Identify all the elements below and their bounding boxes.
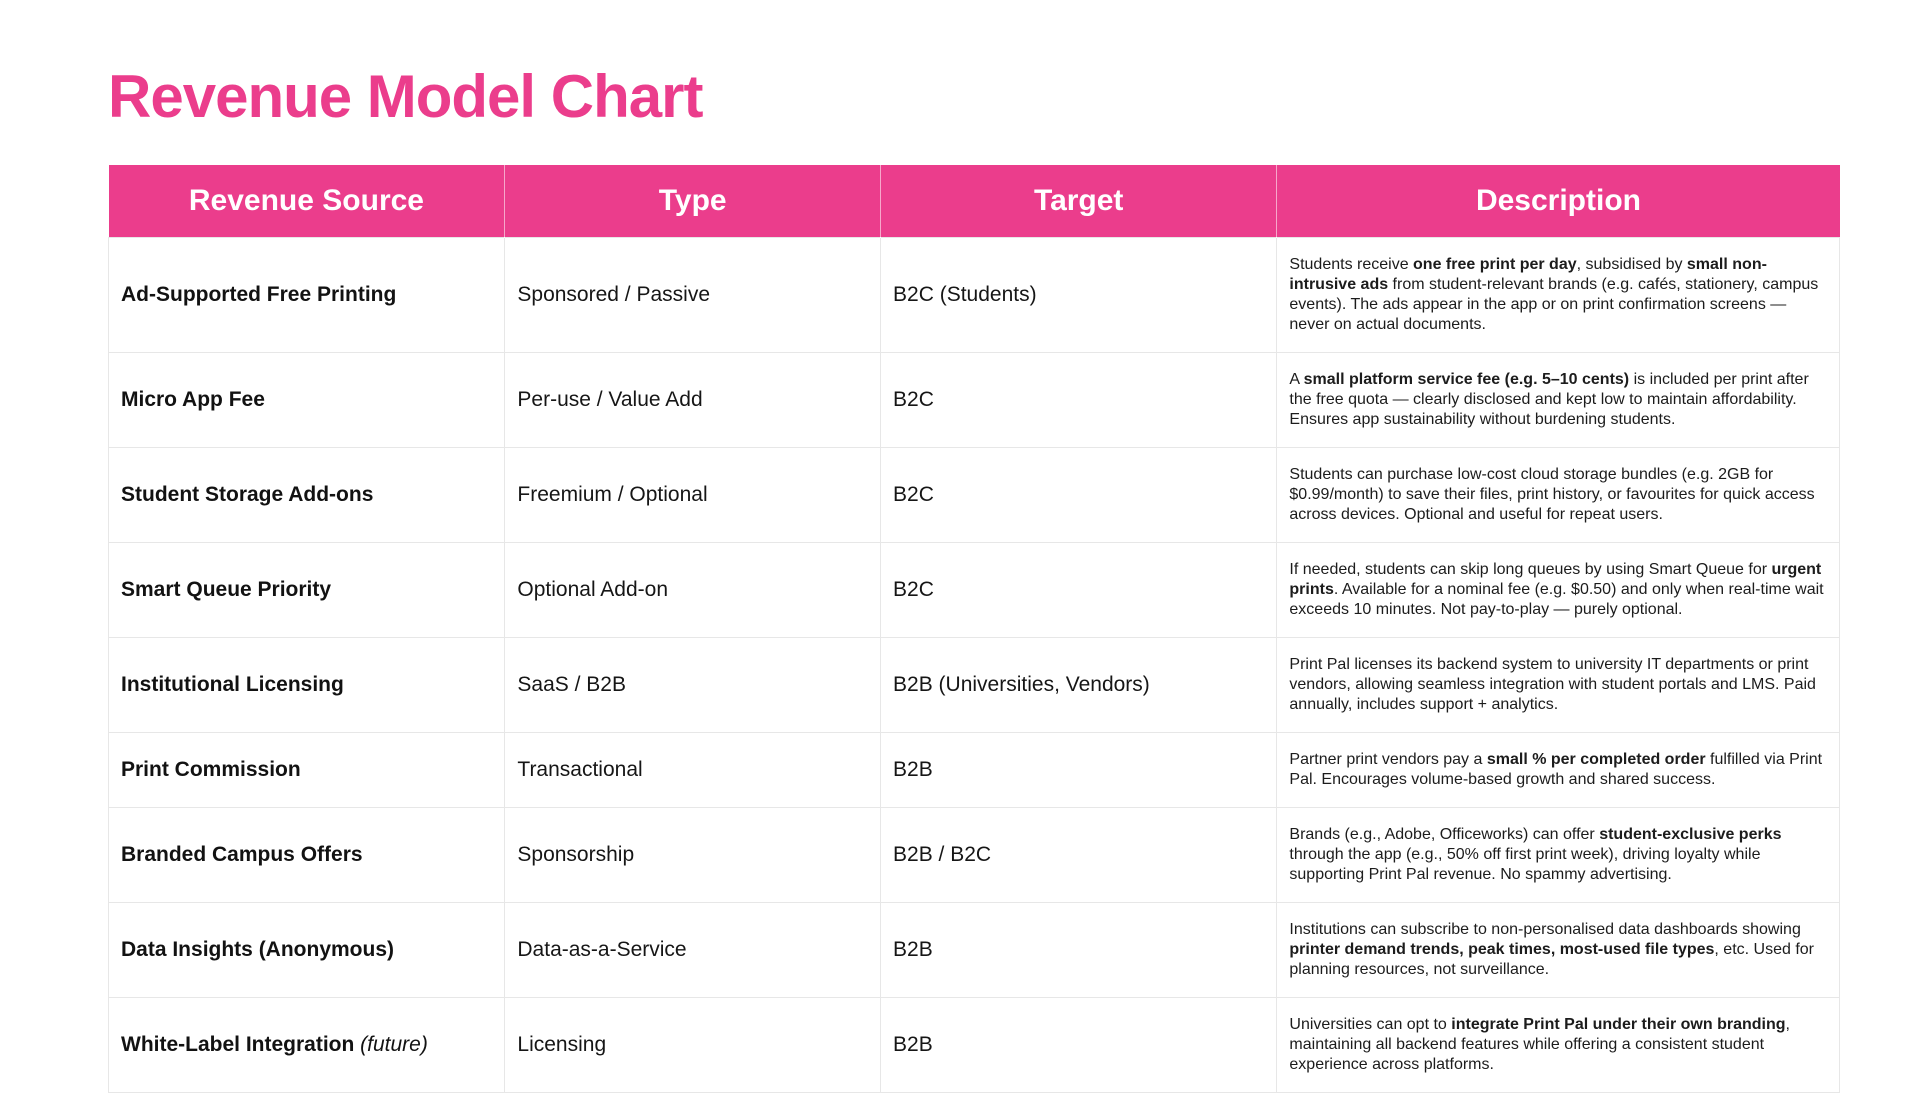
table-row: Print Commission Transactional B2B Partner … [107,731,1840,808]
target-cell: B2B (Universities, Vendors) [880,636,1278,733]
revenue-model-table: Revenue Source Type Target Description A… [107,165,1840,1093]
column-header-type: Type [504,165,881,237]
revenue-source-name: Micro App Fee [121,387,265,411]
target-cell: B2B [880,731,1278,808]
revenue-source-name: Smart Queue Priority [121,577,332,601]
column-header-revenue-source: Revenue Source [108,165,505,237]
description-cell: Institutions can subscribe to non-person… [1276,901,1840,998]
type-cell: Sponsored / Passive [504,236,882,353]
type-cell: Licensing [504,996,882,1093]
revenue-source-name: White-Label Integration [121,1032,355,1056]
revenue-source-name: Ad-Supported Free Printing [121,282,397,306]
table-header-row: Revenue Source Type Target Description [108,165,1840,237]
type-cell: Transactional [504,731,882,808]
type-cell: Freemium / Optional [504,446,882,543]
description-cell: Students can purchase low-cost cloud sto… [1276,446,1840,543]
table-row: White-Label Integration (future) Licensin… [107,996,1840,1093]
revenue-source-cell: Ad-Supported Free Printing [107,236,506,353]
column-header-description: Description [1276,165,1840,237]
revenue-source-name: Institutional Licensing [121,672,344,696]
revenue-source-cell: White-Label Integration (future) [107,996,506,1093]
description-cell: Students receive one free print per day,… [1276,236,1840,353]
revenue-source-name: Print Commission [121,757,301,781]
revenue-source-name: Data Insights (Anonymous) [121,937,395,961]
table-row: Data Insights (Anonymous) Data-as-a-Servi… [107,901,1840,998]
table-row: Institutional Licensing SaaS / B2B B2B (Un… [107,636,1840,733]
revenue-source-cell: Student Storage Add-ons [107,446,506,543]
description-cell: If needed, students can skip long queues… [1276,541,1840,638]
description-cell: Partner print vendors pay a small % per … [1276,731,1840,808]
table-body: Ad-Supported Free Printing Sponsored / Pa… [107,236,1840,1093]
target-cell: B2C [880,351,1278,448]
type-cell: Sponsorship [504,806,882,903]
target-cell: B2B [880,901,1278,998]
type-cell: Data-as-a-Service [504,901,882,998]
revenue-source-cell: Micro App Fee [107,351,506,448]
revenue-source-name: Student Storage Add-ons [121,482,374,506]
description-cell: Brands (e.g., Adobe, Officeworks) can of… [1276,806,1840,903]
table-header: Revenue Source Type Target Description [108,165,1840,237]
type-cell: Per-use / Value Add [504,351,882,448]
target-cell: B2C [880,446,1278,543]
table-row: Micro App Fee Per-use / Value Add B2C A sma… [107,351,1840,448]
revenue-source-cell: Smart Queue Priority [107,541,506,638]
table-row: Smart Queue Priority Optional Add-on B2C If… [107,541,1840,638]
revenue-source-cell: Institutional Licensing [107,636,506,733]
table-row: Student Storage Add-ons Freemium / Option… [107,446,1840,543]
revenue-source-cell: Print Commission [107,731,506,808]
table-row: Branded Campus Offers Sponsorship B2B / B2… [107,806,1840,903]
table-row: Ad-Supported Free Printing Sponsored / Pa… [107,236,1840,353]
revenue-source-cell: Data Insights (Anonymous) [107,901,506,998]
description-cell: Print Pal licenses its backend system to… [1276,636,1840,733]
target-cell: B2C (Students) [880,236,1278,353]
revenue-source-name: Branded Campus Offers [121,842,363,866]
page-title: Revenue Model Chart [108,63,703,130]
target-cell: B2B / B2C [880,806,1278,903]
target-cell: B2C [880,541,1278,638]
description-cell: A small platform service fee (e.g. 5–10 … [1276,351,1840,448]
target-cell: B2B [880,996,1278,1093]
type-cell: SaaS / B2B [504,636,882,733]
column-header-target: Target [880,165,1277,237]
type-cell: Optional Add-on [504,541,882,638]
description-cell: Universities can opt to integrate Print … [1276,996,1840,1093]
revenue-source-note: (future) [354,1032,428,1056]
revenue-source-cell: Branded Campus Offers [107,806,506,903]
